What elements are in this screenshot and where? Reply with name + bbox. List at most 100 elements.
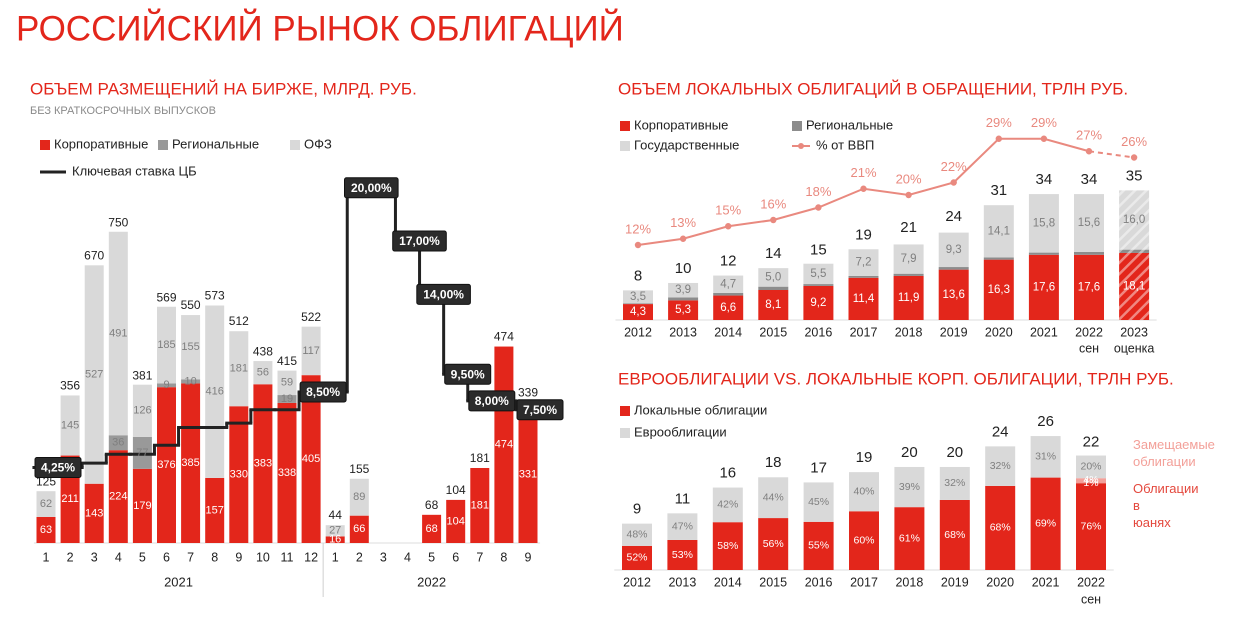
legend-swatch xyxy=(620,141,630,151)
bar-value-label: 491 xyxy=(109,327,127,339)
line-marker xyxy=(634,241,642,249)
x-tick-label: 2 xyxy=(356,550,363,564)
bar-segment xyxy=(1119,249,1150,253)
x-tick-label: 11 xyxy=(281,550,294,564)
total-label: 670 xyxy=(84,248,104,262)
bar-value-label: 47% xyxy=(672,520,693,532)
total-label: 31 xyxy=(990,182,1007,199)
bar-segment xyxy=(894,466,925,508)
bar-segment xyxy=(667,513,698,540)
legend-label: % от ВВП xyxy=(816,137,874,152)
bar-segment xyxy=(713,275,744,293)
bar-value-label: 338 xyxy=(278,467,296,479)
x-tick-label: 2022 xyxy=(1077,575,1105,589)
x-tick-label: 2020 xyxy=(986,575,1014,589)
bar-value-label: 126 xyxy=(133,405,151,417)
rate-label-box xyxy=(468,390,516,412)
bar-value-label: 18,1 xyxy=(1123,281,1145,293)
bar-value-label: 6,6 xyxy=(720,302,736,314)
bar-segment xyxy=(84,265,104,484)
legend-label: Локальные облигации xyxy=(634,402,767,417)
bar-segment xyxy=(1028,194,1059,253)
bar-value-label: 27 xyxy=(329,525,341,537)
bar-segment xyxy=(446,499,466,543)
bar-value-label: 55% xyxy=(808,540,829,552)
total-label: 550 xyxy=(181,298,201,312)
bar-segment xyxy=(939,466,970,500)
bar-segment xyxy=(325,536,345,543)
x-tick-label: 4 xyxy=(404,550,411,564)
x-tick-label: 12 xyxy=(304,550,318,564)
x-tick-label: 5 xyxy=(139,550,146,564)
line-marker xyxy=(1040,135,1048,142)
bar-segment xyxy=(894,507,925,570)
x-tick-label: 2022 xyxy=(1075,325,1103,339)
bar-segment xyxy=(758,290,789,320)
bar-value-label: 14,1 xyxy=(988,225,1010,237)
legend-swatch xyxy=(620,428,630,438)
total-label: 9 xyxy=(633,501,641,518)
bar-value-label: 145 xyxy=(61,419,79,431)
bar-segment xyxy=(938,267,969,270)
bar-value-label: 59 xyxy=(281,377,293,389)
x-tick-label: 2016 xyxy=(804,325,832,339)
total-label: 24 xyxy=(992,423,1009,440)
legend-swatch xyxy=(40,140,50,150)
x-tick-note: сен xyxy=(1079,341,1099,355)
x-tick-label: 7 xyxy=(476,550,483,564)
line-marker xyxy=(995,135,1002,142)
chart-title: ЕВРООБЛИГАЦИИ VS. ЛОКАЛЬНЫЕ КОРП. ОБЛИГА… xyxy=(618,369,1174,388)
bar-value-label: 53% xyxy=(672,549,693,561)
bar-segment xyxy=(1028,252,1059,255)
bar-value-label: 224 xyxy=(109,490,127,502)
rate-label: 8,50% xyxy=(306,385,340,399)
bar-value-label: 36 xyxy=(112,437,124,449)
legend-swatch xyxy=(620,121,630,131)
bar-segment xyxy=(939,499,970,570)
x-tick-label: 2016 xyxy=(805,575,833,589)
bar-segment xyxy=(422,514,442,543)
rate-label: 20,00% xyxy=(351,181,392,195)
bar-segment xyxy=(1074,194,1104,252)
legend-swatch xyxy=(290,140,300,150)
x-tick-note: оценка xyxy=(1114,341,1155,355)
total-label: 18 xyxy=(765,454,782,471)
bar-value-label: 13,6 xyxy=(943,289,965,301)
bar-value-label: 40% xyxy=(853,485,874,497)
bar-segment xyxy=(157,306,176,384)
x-tick-label: 2017 xyxy=(850,575,878,589)
rate-label: 7,50% xyxy=(523,403,557,417)
bar-segment xyxy=(108,450,128,543)
bar-segment xyxy=(60,395,80,456)
bar-segment xyxy=(253,384,273,543)
bar-value-label: 44% xyxy=(763,491,784,503)
bar-segment xyxy=(622,523,652,546)
bar-value-label: 157 xyxy=(206,504,224,516)
bar-segment xyxy=(277,402,297,543)
x-tick-label: 2019 xyxy=(941,575,969,589)
bar-segment xyxy=(758,268,789,287)
bar-segment xyxy=(712,487,743,523)
bar-value-label: 63 xyxy=(40,524,52,536)
x-tick-label: 3 xyxy=(380,550,387,564)
bar-segment xyxy=(181,379,201,384)
bar-value-label: 5,0 xyxy=(765,271,781,283)
line-marker xyxy=(679,235,687,242)
x-tick-label: 2012 xyxy=(623,575,651,589)
total-label: 356 xyxy=(60,379,80,393)
bar-segment xyxy=(132,468,152,543)
group-label: 2022 xyxy=(417,574,446,589)
legend-swatch xyxy=(620,406,630,416)
bar-value-label: 179 xyxy=(133,500,151,512)
bar-value-label: 9 xyxy=(163,379,169,391)
bar-value-label: 117 xyxy=(302,345,320,357)
bar-segment xyxy=(985,485,1016,570)
rate-label-box xyxy=(344,177,399,199)
line-marker xyxy=(725,223,732,230)
total-label: 415 xyxy=(277,354,297,368)
bar-segment xyxy=(132,384,152,437)
bar-value-label: 58% xyxy=(717,540,738,552)
bar-segment xyxy=(1119,252,1150,320)
x-tick-label: 2013 xyxy=(668,575,696,589)
annotation: Замещаемые облигации xyxy=(1133,437,1215,469)
